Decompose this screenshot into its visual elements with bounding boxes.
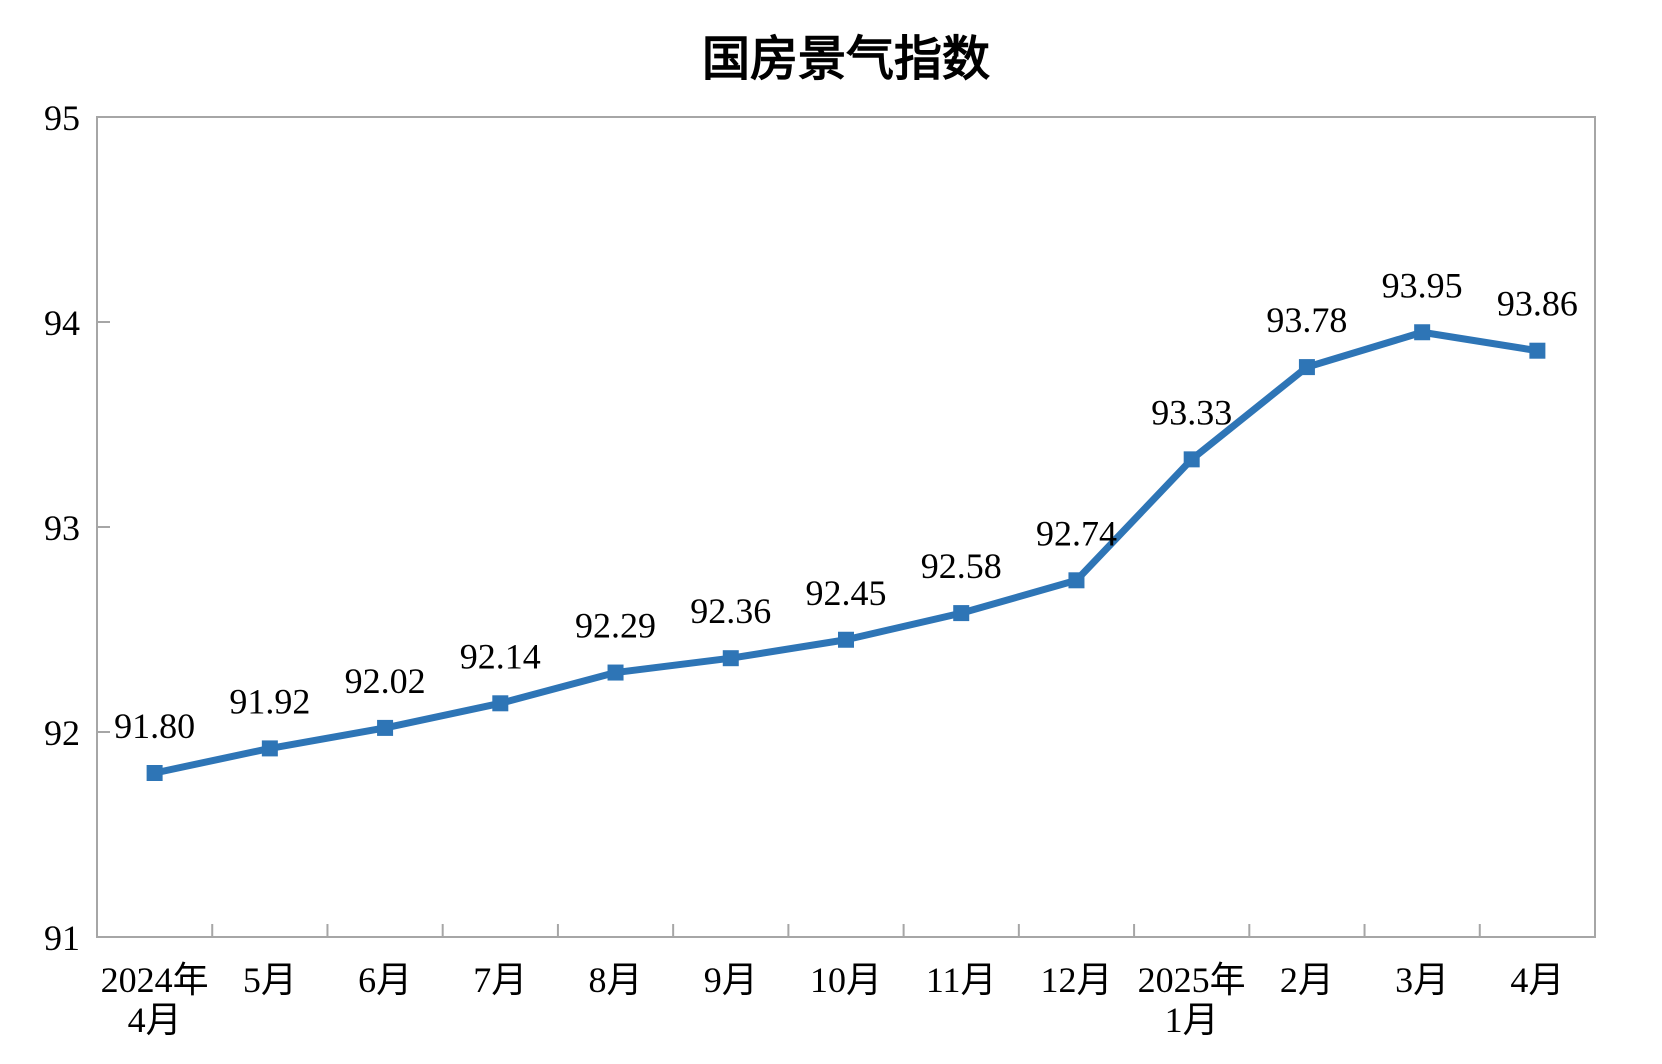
data-point-label: 93.78 bbox=[1266, 300, 1347, 340]
data-point-marker bbox=[1298, 359, 1315, 376]
data-point-marker bbox=[377, 719, 394, 736]
x-axis-label: 6月 bbox=[358, 960, 412, 1000]
data-point-label: 93.86 bbox=[1497, 284, 1578, 324]
data-point-marker bbox=[953, 605, 970, 622]
y-axis-tick-label: 95 bbox=[44, 98, 80, 138]
data-point-marker bbox=[607, 664, 624, 681]
x-axis-label: 12月 bbox=[1040, 960, 1112, 1000]
data-point-label: 92.45 bbox=[806, 573, 887, 613]
y-axis-tick-label: 91 bbox=[44, 918, 80, 958]
data-point-marker bbox=[146, 765, 163, 781]
x-axis-label: 2025年 1月 bbox=[1138, 960, 1246, 1040]
series-line bbox=[153, 328, 1538, 777]
data-point-marker bbox=[261, 740, 278, 757]
x-axis-label: 2月 bbox=[1280, 960, 1334, 1000]
data-point-marker bbox=[838, 631, 854, 648]
data-point-marker bbox=[1414, 324, 1431, 341]
data-point-label: 92.14 bbox=[460, 636, 541, 676]
data-point-label: 93.95 bbox=[1382, 265, 1463, 305]
data-point-label: 91.80 bbox=[114, 706, 195, 746]
plot-area: 91 92 93 94 95 2024年 4月 5月 6月 7月 8月 9月 10月 11月 12月 2025… bbox=[44, 98, 1596, 1040]
x-axis-label: 5月 bbox=[243, 960, 297, 1000]
data-point-label: 92.29 bbox=[575, 606, 656, 646]
x-axis-label: 4月 bbox=[1510, 960, 1564, 1000]
data-point-marker bbox=[1183, 451, 1200, 468]
x-axis-label: 11月 bbox=[926, 960, 997, 1000]
data-point-marker bbox=[492, 695, 509, 712]
y-axis-tick-label: 94 bbox=[44, 303, 80, 343]
x-axis-label: 10月 bbox=[810, 960, 882, 1000]
y-axis-tick-label: 92 bbox=[44, 713, 80, 753]
data-point-marker bbox=[722, 650, 739, 667]
data-point-label: 92.36 bbox=[690, 591, 771, 631]
x-axis-label: 9月 bbox=[704, 960, 758, 1000]
x-axis-label: 3月 bbox=[1395, 960, 1449, 1000]
plot-border bbox=[96, 116, 1596, 938]
x-axis-label: 2024年 4月 bbox=[101, 960, 209, 1040]
x-axis-label: 8月 bbox=[589, 960, 643, 1000]
data-point-marker bbox=[1529, 342, 1546, 359]
data-point-label: 92.58 bbox=[921, 546, 1002, 586]
chart-title: 国房景气指数 bbox=[702, 33, 990, 86]
data-point-marker bbox=[1068, 572, 1085, 589]
data-point-label: 92.02 bbox=[345, 661, 426, 701]
data-point-label: 91.92 bbox=[229, 681, 310, 721]
y-axis-tick-label: 93 bbox=[44, 508, 80, 548]
x-axis-label: 7月 bbox=[473, 960, 527, 1000]
data-point-label: 93.33 bbox=[1151, 392, 1232, 432]
data-point-label: 92.74 bbox=[1036, 513, 1117, 553]
